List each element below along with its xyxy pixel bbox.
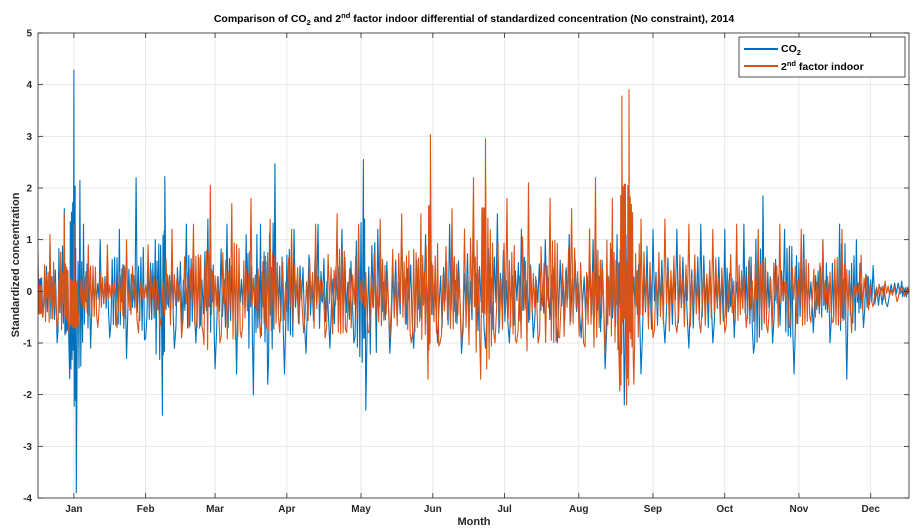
x-tick-label: Jan <box>65 504 82 515</box>
legend-label-2nd-factor: 2nd factor indoor <box>781 59 864 73</box>
x-tick-label: Oct <box>716 504 733 515</box>
y-tick-label: -1 <box>23 339 32 350</box>
x-tick-label: Jun <box>424 504 442 515</box>
x-tick-label: Mar <box>206 504 224 515</box>
y-tick-label: 3 <box>26 132 32 143</box>
legend-box <box>738 36 906 78</box>
plot-area <box>38 33 909 498</box>
legend-label-co2: CO2 <box>781 43 801 57</box>
plot-clip <box>38 69 909 494</box>
x-tick-label: Apr <box>278 504 295 515</box>
legend: CO2 2nd factor indoor <box>738 36 906 78</box>
y-tick-label: -4 <box>23 494 32 505</box>
y-tick-label: -3 <box>23 442 32 453</box>
series-2nd-factor-line <box>38 89 909 406</box>
x-tick-label: Feb <box>137 504 155 515</box>
y-tick-label: 2 <box>26 184 32 195</box>
x-tick-label: Sep <box>644 504 662 515</box>
y-tick-label: 0 <box>26 287 32 298</box>
x-tick-label: Dec <box>862 504 881 515</box>
x-tick-label: Nov <box>789 504 808 515</box>
y-tick-label: -2 <box>23 390 32 401</box>
x-tick-label: Jul <box>497 504 512 515</box>
x-tick-label: Aug <box>569 504 588 515</box>
x-tick-label: May <box>351 504 371 515</box>
chart-title: Comparison of CO2 and 2nd factor indoor … <box>214 11 734 27</box>
plot-frame <box>37 32 910 499</box>
x-axis-title: Month <box>458 516 491 528</box>
y-tick-label: 4 <box>26 80 32 91</box>
y-tick-label: 5 <box>26 29 32 40</box>
series-layer <box>38 69 909 494</box>
x-axis-ticks: Jan Feb Mar Apr May Jun Jul Aug Sep Oct Nov Dec <box>65 33 880 515</box>
y-axis-ticks: -4 -3 -2 -1 0 1 2 3 4 5 <box>23 29 909 505</box>
y-tick-label: 1 <box>26 235 32 246</box>
y-axis-title: Standardized concentration <box>10 192 22 337</box>
